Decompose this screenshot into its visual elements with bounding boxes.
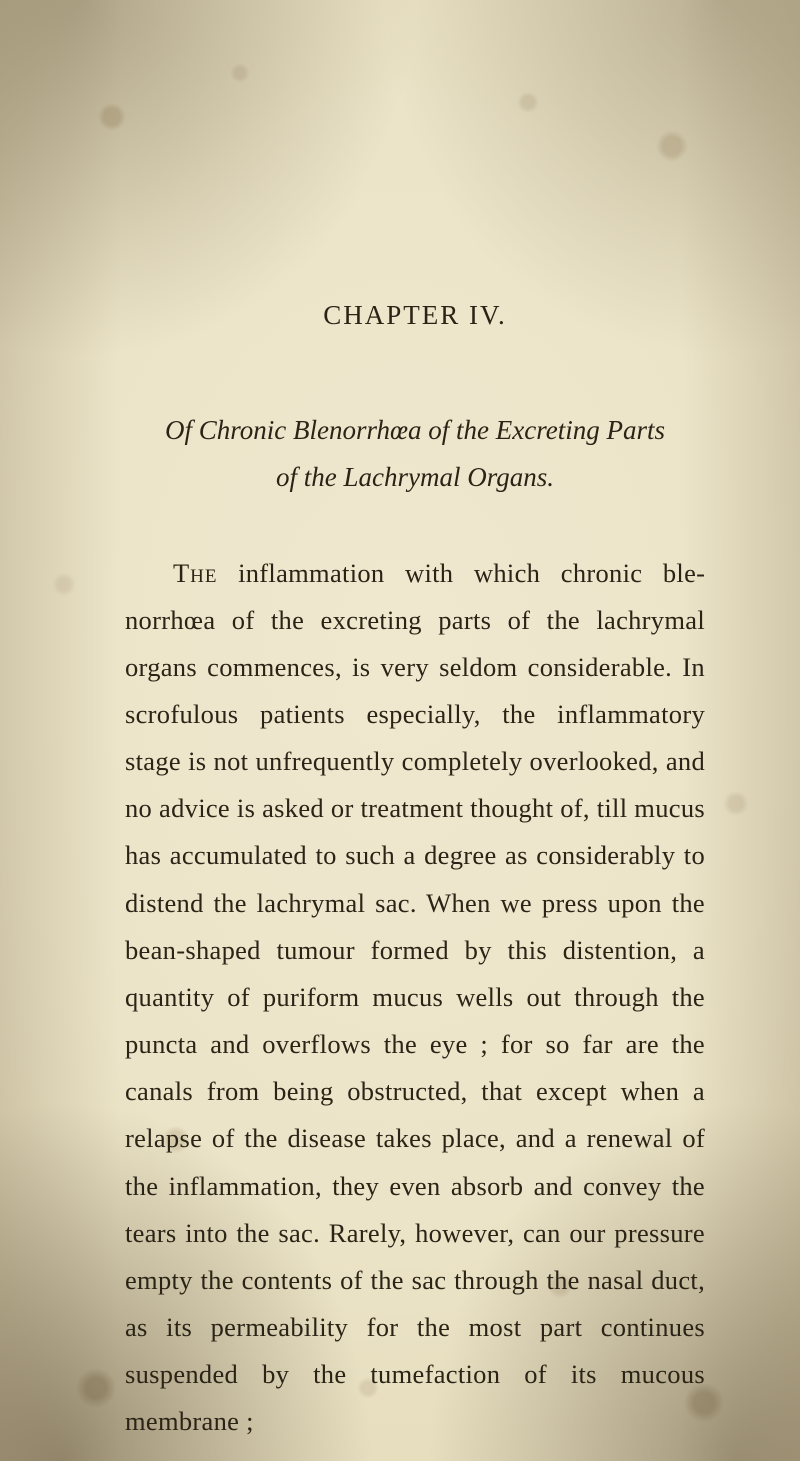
paragraph-text: inflammation with which chronic ble­norr… [125,558,705,1437]
page: CHAPTER IV. Of Chronic Blenorrhœa of the… [0,0,800,1461]
chapter-heading: CHAPTER IV. [125,300,705,331]
body-paragraph: The inflammation with which chronic ble­… [125,550,705,1446]
chapter-subtitle: Of Chronic Blenorrhœa of the Excreting P… [125,407,705,502]
subtitle-line-1: Of Chronic Blenorrhœa of the Excreting P… [125,407,705,454]
lead-word: The [173,558,218,588]
subtitle-line-2: of the Lachrymal Organs. [125,454,705,501]
